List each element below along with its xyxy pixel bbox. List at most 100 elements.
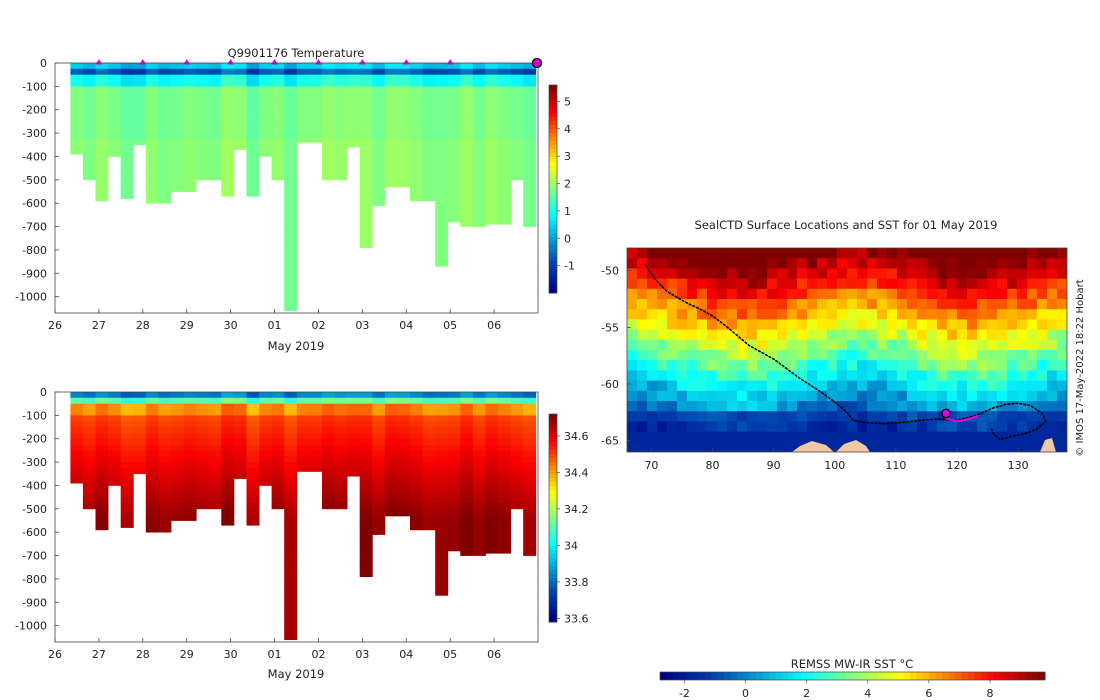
section-cell (196, 491, 210, 498)
section-cell (171, 503, 184, 510)
section-cell (296, 80, 310, 87)
sst-cell (977, 421, 988, 432)
colorbar-swatch (549, 205, 557, 210)
colorbar-frame (659, 671, 1046, 681)
section-cell (334, 503, 348, 510)
section-cell (221, 80, 235, 87)
section-cell (422, 144, 436, 151)
section-cell (410, 421, 423, 428)
x-tick-label: 27 (92, 648, 106, 661)
section-cell (196, 86, 210, 93)
section-cell (410, 432, 423, 440)
sst-cell (1027, 350, 1038, 361)
section-cell (296, 397, 310, 404)
section-cell (359, 473, 373, 480)
section-cell (359, 214, 373, 222)
sst-cell (977, 441, 988, 452)
section-cell (284, 403, 298, 410)
sst-cell (987, 390, 998, 402)
section-cell (347, 86, 361, 93)
section-cell (472, 127, 486, 134)
sst-cell (857, 431, 868, 443)
section-cell (70, 397, 84, 404)
sst-cell (967, 329, 978, 341)
x-tick-label: 03 (355, 319, 369, 332)
section-cell (309, 121, 323, 128)
colorbar-swatch (549, 185, 557, 190)
x-tick-label: 80 (706, 459, 720, 472)
section-cell (422, 450, 436, 457)
sst-cell (637, 431, 648, 443)
section-cell (271, 63, 285, 70)
section-cell (145, 421, 159, 428)
sst-cell (907, 411, 918, 422)
sst-cell (687, 278, 698, 290)
section-cell (410, 80, 423, 87)
sst-cell (787, 380, 798, 392)
section-cell (208, 456, 222, 463)
section-cell (523, 214, 537, 222)
section-cell (384, 138, 398, 146)
sst-cell (887, 339, 898, 351)
sst-cell (827, 380, 838, 392)
salinity-axes-frame (54, 391, 539, 643)
section-cell (523, 74, 537, 81)
sst-cell (987, 248, 998, 259)
x-tick-label: 01 (268, 319, 282, 332)
section-cell (284, 138, 298, 146)
section-cell (372, 127, 386, 134)
section-cell (397, 121, 411, 128)
section-cell (472, 526, 486, 533)
sst-cell (967, 380, 978, 392)
section-cell (410, 427, 423, 434)
section-cell (472, 397, 486, 404)
section-cell (410, 473, 423, 480)
sst-cell (937, 309, 948, 320)
section-cell (322, 503, 335, 510)
section-cell (435, 115, 449, 122)
section-cell (82, 392, 96, 399)
sst-cell (677, 421, 688, 432)
section-cell (183, 138, 197, 146)
section-cell (158, 415, 172, 422)
sst-cell (1037, 248, 1048, 259)
sst-cell (1027, 329, 1038, 341)
section-cell (498, 497, 512, 504)
section-cell (410, 179, 423, 186)
section-cell (322, 68, 335, 75)
section-cell (221, 179, 235, 186)
section-cell (372, 427, 386, 434)
section-cell (422, 403, 436, 410)
colorbar-swatch (762, 672, 770, 680)
section-cell (510, 74, 524, 81)
section-cell (145, 103, 159, 111)
section-cell (284, 220, 298, 227)
colorbar-swatch (549, 554, 557, 559)
sst-cell (997, 360, 1008, 371)
colorbar-swatch (820, 672, 828, 680)
section-cell (397, 68, 411, 75)
section-cell (359, 197, 373, 204)
section-cell (70, 392, 84, 399)
salinity-x-ticks: 26 27 28 29 30 01 02 03 04 05 06 (48, 638, 501, 661)
section-cell (410, 98, 423, 105)
section-cell (271, 456, 285, 463)
sst-cell (947, 329, 958, 341)
sst-cell (767, 309, 778, 320)
sst-cell (817, 278, 828, 290)
sst-cell (967, 370, 978, 381)
section-cell (120, 444, 134, 451)
sst-cell (867, 441, 878, 452)
sst-cell (717, 258, 728, 269)
sst-cell (657, 380, 668, 392)
y-tick-label: -100 (22, 80, 47, 93)
section-cell (82, 162, 96, 169)
colorbar-swatch (549, 582, 557, 587)
section-cell (498, 526, 512, 533)
section-cell (221, 138, 235, 146)
section-cell (284, 115, 298, 122)
section-cell (309, 444, 323, 451)
sst-cell (987, 258, 998, 269)
section-cell (435, 549, 449, 556)
